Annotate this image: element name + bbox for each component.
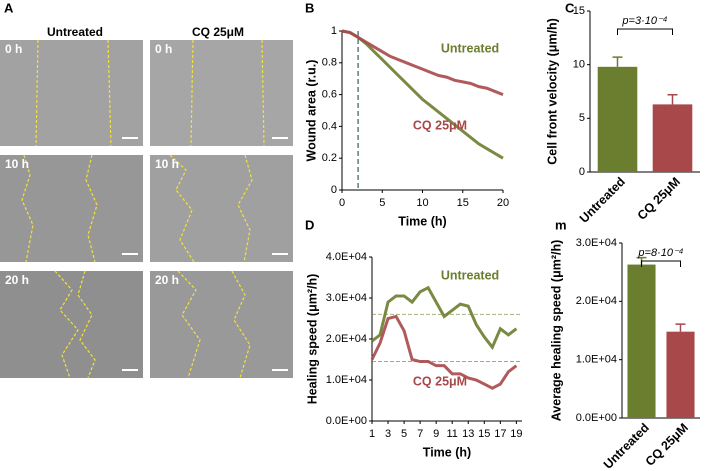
image-panel: A Untreated CQ 25μM 0 h 0 h 10 h 10 h 20…	[0, 0, 293, 379]
y-tick-label: 15	[573, 5, 585, 17]
x-tick-label: 11	[447, 428, 458, 440]
y-tick-label: 0.4	[322, 120, 337, 132]
panel-label: B	[305, 0, 314, 15]
panel-label: m	[555, 217, 567, 232]
x-tick-label: 3	[385, 428, 391, 440]
y-axis-label: Average healing speed (μm²/h)	[549, 240, 563, 422]
y-tick-label: 0.2	[322, 152, 337, 164]
series-line	[371, 285, 518, 351]
scale-bars	[122, 137, 288, 371]
y-tick-label: 1	[331, 25, 337, 37]
error-bar	[675, 323, 686, 332]
panel-label: C	[565, 0, 575, 15]
series-label: Untreated	[441, 268, 499, 282]
bar	[597, 66, 638, 172]
micrograph	[0, 271, 143, 378]
x-tick-label: 5	[401, 428, 407, 440]
significance-bracket	[617, 28, 673, 35]
y-tick-label: 0	[579, 166, 585, 178]
series-line	[341, 29, 504, 160]
panel-label: D	[305, 217, 314, 232]
bar	[652, 104, 693, 172]
x-tick-label: CQ 25μM	[643, 421, 691, 469]
y-tick-label: 4.0E+04	[326, 251, 367, 263]
row-label: 10 h	[155, 157, 179, 171]
x-axis-label: Time (h)	[423, 445, 471, 459]
p-value: p=8·10⁻⁴	[637, 247, 683, 259]
x-tick-label: 13	[462, 428, 474, 440]
row-label: 10 h	[5, 157, 29, 171]
y-tick-label: 0.0E+00	[576, 412, 617, 424]
x-axis-label: Time (h)	[398, 214, 446, 228]
row-label: 0 h	[155, 42, 172, 56]
error-bar	[612, 56, 623, 67]
y-tick-label: 1.0E+04	[576, 354, 617, 366]
y-tick-label: 1.0E+04	[326, 374, 367, 386]
row-label: 0 h	[5, 42, 22, 56]
y-tick-label: 3.0E+04	[326, 292, 367, 304]
x-tick-label: 17	[494, 428, 506, 440]
y-axis-label: Wound area (r.u.)	[304, 60, 318, 162]
column-header: Untreated	[47, 25, 103, 39]
row-label: 20 h	[155, 273, 179, 287]
micrograph	[0, 155, 143, 262]
x-tick-label: Untreated	[577, 175, 628, 226]
y-tick-label: 2.0E+04	[576, 295, 617, 307]
p-value: p=3·10⁻⁴	[621, 15, 667, 27]
y-tick-label: 5	[579, 112, 585, 124]
significance-bracket	[641, 260, 681, 267]
series-label: CQ 25μM	[413, 118, 467, 132]
y-tick-label: 0	[331, 184, 337, 196]
x-tick-label: 15	[478, 428, 490, 440]
y-axis-label: Healing speed (μm²/h)	[305, 274, 319, 405]
series-line	[341, 29, 504, 96]
bar	[666, 331, 695, 418]
x-tick-label: 19	[510, 428, 522, 440]
series-line	[370, 314, 518, 390]
wound-edges	[21, 39, 265, 379]
series-label: Untreated	[441, 41, 499, 55]
x-tick-label: 10	[416, 197, 428, 209]
x-tick-label: 5	[379, 197, 385, 209]
x-tick-label: 20	[497, 197, 509, 209]
x-tick-label: 9	[433, 428, 439, 440]
y-tick-label: 0.8	[322, 57, 337, 69]
y-tick-label: 0.0E+00	[326, 415, 367, 427]
y-tick-label: 2.0E+04	[326, 333, 367, 345]
panel-label: A	[4, 0, 14, 15]
x-tick-label: 1	[369, 428, 375, 440]
y-tick-label: 3.0E+04	[576, 237, 617, 249]
row-label: 20 h	[5, 273, 29, 287]
micrograph	[150, 40, 293, 146]
micrograph	[150, 271, 293, 378]
x-tick-label: Untreated	[601, 421, 652, 471]
series-label: CQ 25μM	[413, 374, 467, 388]
micrograph	[0, 40, 143, 146]
error-bar	[667, 93, 678, 105]
bar	[627, 264, 656, 418]
micrograph	[150, 155, 293, 262]
x-tick-label: 7	[417, 428, 423, 440]
y-tick-label: 10	[573, 59, 585, 71]
y-axis-label: Cell front velocity (μm/h)	[545, 18, 559, 165]
y-tick-label: 0.6	[322, 89, 337, 101]
column-header: CQ 25μM	[192, 25, 244, 39]
x-tick-label: 0	[339, 197, 345, 209]
x-tick-label: CQ 25μM	[635, 175, 683, 223]
x-tick-label: 15	[457, 197, 469, 209]
